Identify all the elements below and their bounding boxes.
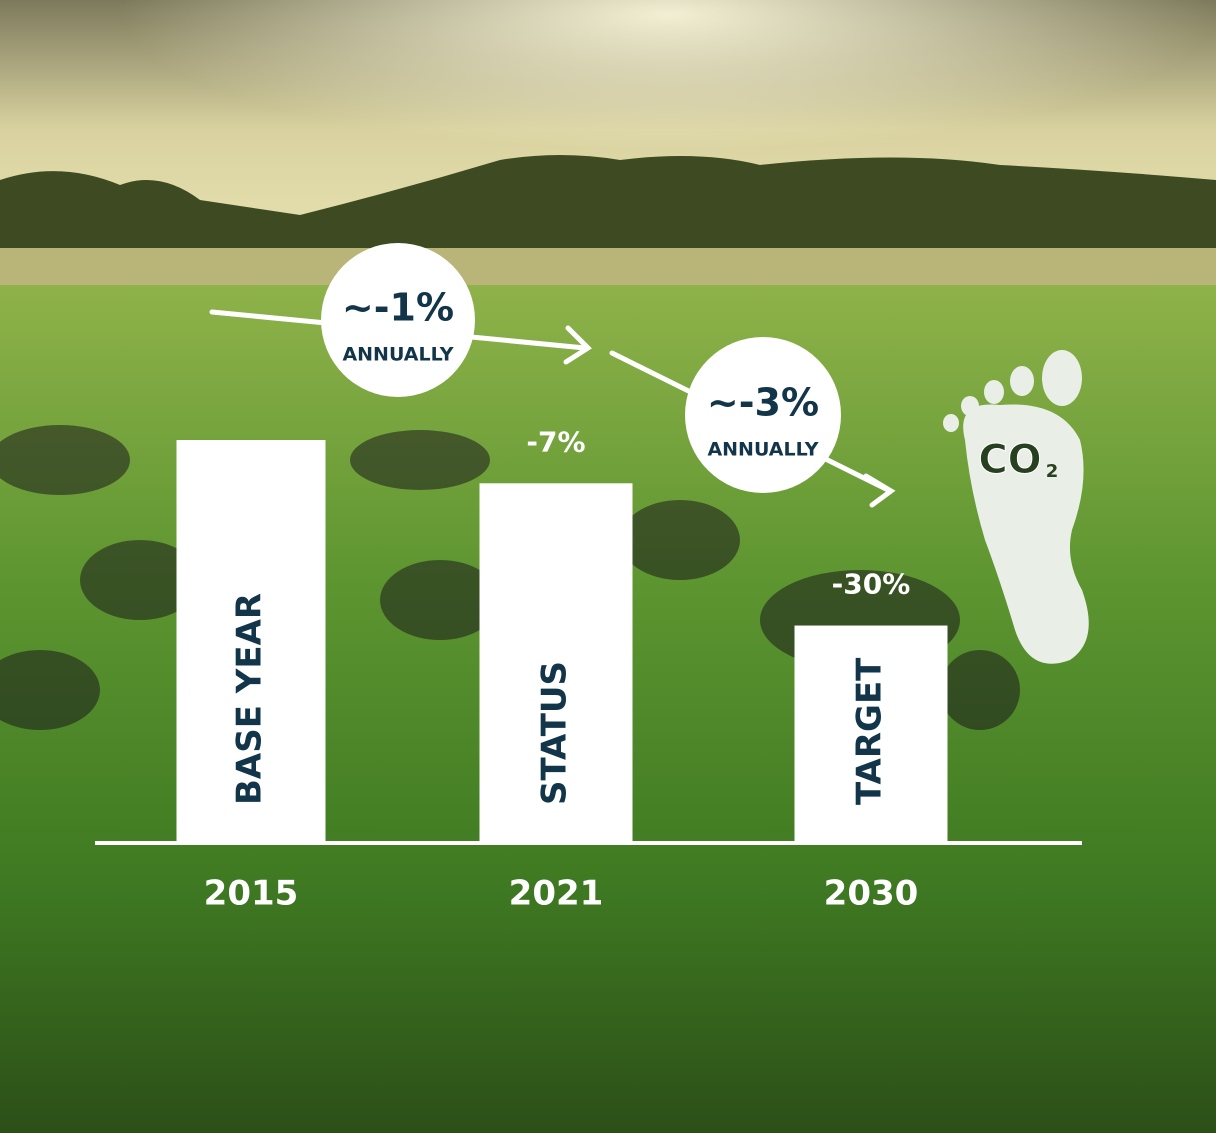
icon-subscript: 2 — [1046, 461, 1059, 482]
page: CO 2 BASE YEAR 2015 STATUS 2021 -7% TARGET 203… — [0, 0, 1216, 1133]
annotation-rate: ~-1% — [342, 286, 454, 330]
bar-label: STATUS — [535, 661, 575, 805]
bar-label: TARGET — [850, 657, 890, 805]
value-label: -7% — [526, 425, 585, 458]
x-tick-label: 2015 — [204, 874, 299, 914]
annotation-period: ANNUALLY — [707, 439, 818, 461]
x-tick-label: 2030 — [824, 874, 919, 914]
value-label: -30% — [832, 568, 911, 601]
bar-label: BASE YEAR — [230, 593, 270, 805]
x-tick-label: 2021 — [509, 874, 604, 914]
annotation-rate: ~-3% — [707, 381, 819, 425]
chart: CO 2 BASE YEAR 2015 STATUS 2021 -7% TARGET 203… — [0, 0, 1216, 1133]
annotation-period: ANNUALLY — [342, 344, 453, 366]
icon-label: CO — [978, 437, 1041, 483]
